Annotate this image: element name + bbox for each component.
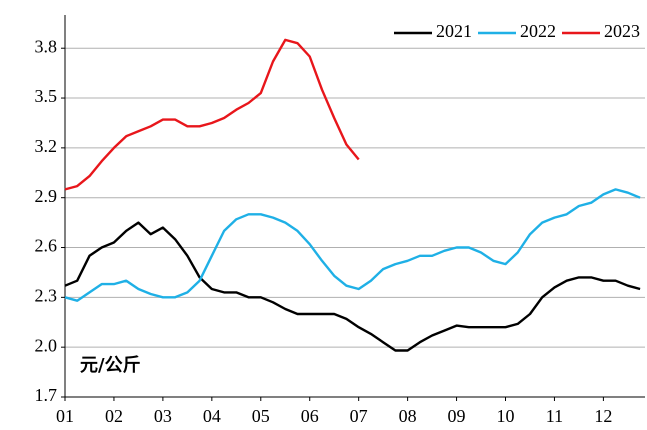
x-tick-label: 02 bbox=[105, 406, 123, 426]
x-tick-label: 03 bbox=[154, 406, 172, 426]
y-tick-label: 2.9 bbox=[35, 186, 58, 206]
y-tick-label: 3.2 bbox=[35, 136, 58, 156]
x-tick-label: 11 bbox=[546, 406, 563, 426]
y-tick-label: 1.7 bbox=[35, 385, 58, 405]
legend-label: 2022 bbox=[520, 21, 556, 41]
y-tick-label: 3.5 bbox=[35, 86, 58, 106]
y-tick-label: 2.6 bbox=[35, 236, 58, 256]
legend-label: 2023 bbox=[604, 21, 640, 41]
legend-label: 2021 bbox=[436, 21, 472, 41]
x-tick-label: 09 bbox=[448, 406, 466, 426]
x-tick-label: 07 bbox=[350, 406, 368, 426]
y-tick-label: 3.8 bbox=[35, 36, 58, 56]
x-tick-label: 04 bbox=[203, 406, 221, 426]
unit-annotation: 元/公斤 bbox=[80, 355, 141, 376]
y-tick-label: 2.0 bbox=[35, 335, 58, 355]
x-tick-label: 12 bbox=[594, 406, 612, 426]
x-tick-label: 10 bbox=[497, 406, 515, 426]
y-tick-label: 2.3 bbox=[35, 285, 58, 305]
series-line bbox=[64, 38, 360, 191]
x-tick-label: 01 bbox=[56, 406, 74, 426]
series-line bbox=[64, 188, 641, 302]
x-tick-label: 08 bbox=[399, 406, 417, 426]
x-tick-label: 06 bbox=[301, 406, 319, 426]
x-tick-label: 05 bbox=[252, 406, 270, 426]
series-line bbox=[64, 221, 641, 352]
